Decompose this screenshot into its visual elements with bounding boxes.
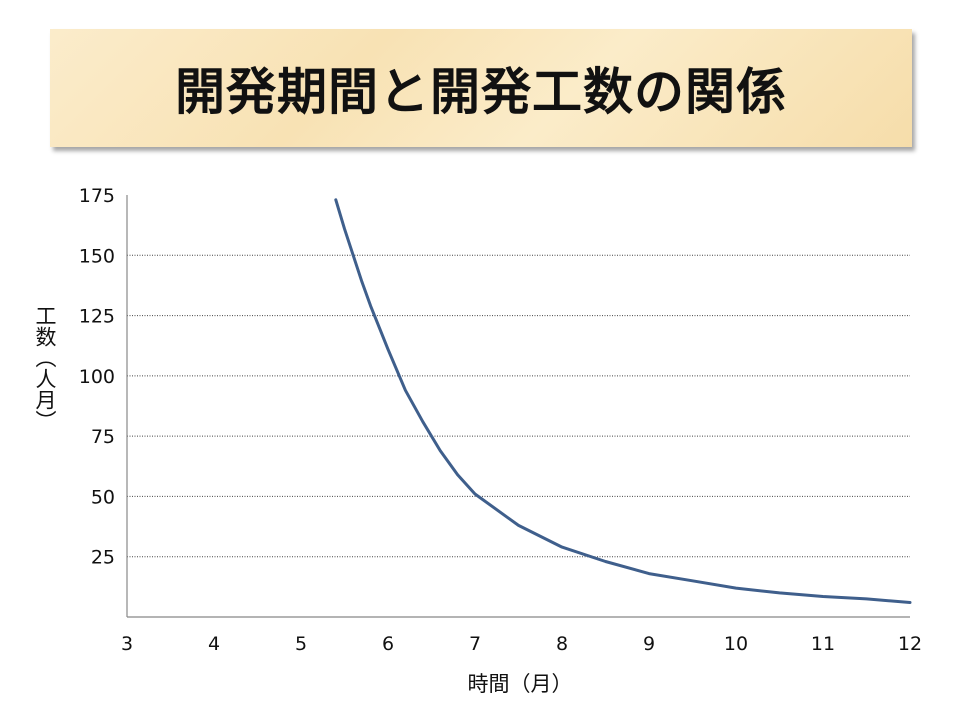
x-tick-label: 11 (811, 633, 835, 655)
x-tick-label: 7 (469, 633, 481, 655)
y-tick-label: 100 (79, 366, 115, 388)
x-tick-label: 12 (898, 633, 922, 655)
y-tick-label: 25 (91, 547, 115, 569)
series-line (334, 198, 912, 604)
title-banner: 開発期間と開発工数の関係 (50, 29, 912, 147)
y-tick-label: 125 (79, 306, 115, 328)
y-tick-label: 150 (79, 245, 115, 267)
x-tick-label: 5 (295, 633, 307, 655)
x-tick-label: 4 (208, 633, 220, 655)
y-tick-label: 175 (79, 185, 115, 207)
y-tick-label: 75 (91, 426, 115, 448)
y-axis-label: 工数（人月） (33, 305, 57, 431)
y-tick-label: 50 (91, 486, 115, 508)
x-tick-label: 8 (556, 633, 568, 655)
x-tick-label: 3 (121, 633, 133, 655)
x-tick-label: 10 (724, 633, 748, 655)
page-title: 開発期間と開発工数の関係 (175, 63, 787, 121)
x-axis-label: 時間（月） (467, 672, 573, 696)
x-tick-label: 9 (643, 633, 655, 655)
x-tick-label: 6 (382, 633, 394, 655)
